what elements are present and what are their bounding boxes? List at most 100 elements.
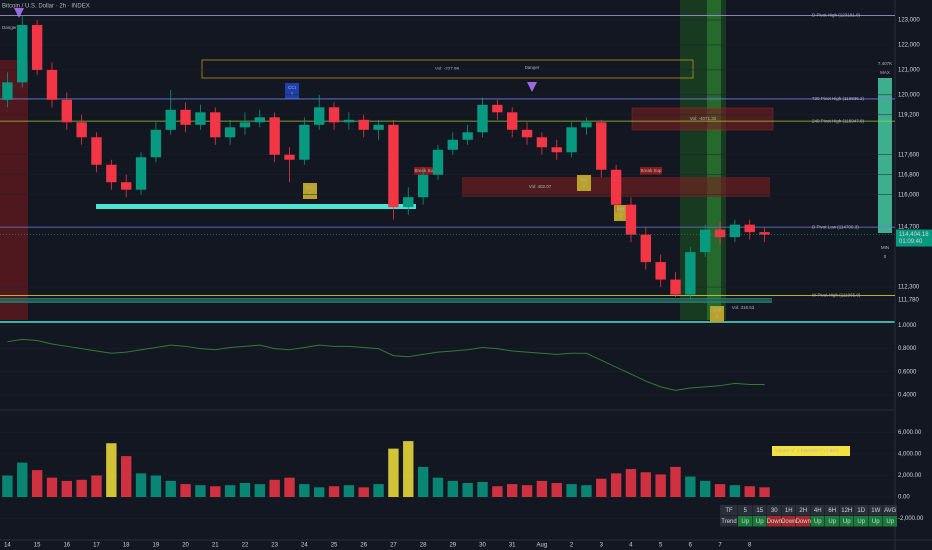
meter-label: 0 <box>884 254 887 259</box>
candle-body <box>625 204 637 235</box>
candle-body <box>269 117 280 155</box>
table-text: 6H <box>828 508 836 514</box>
table-cell <box>752 505 767 516</box>
candle-body <box>61 99 73 123</box>
table-cell <box>868 516 883 527</box>
table-text: 1H <box>785 508 793 514</box>
x-tick-label: 19 <box>153 543 160 549</box>
table-cell <box>810 505 825 516</box>
volume-bar <box>536 480 548 497</box>
table-cell <box>738 516 752 527</box>
candle-body <box>536 137 548 148</box>
last-price-tag <box>896 229 932 247</box>
volume-bar <box>195 485 206 497</box>
x-tick-label: 30 <box>479 543 486 549</box>
candle-body <box>76 122 87 138</box>
pivot-label: D Pivot High (123181.0) <box>812 13 861 18</box>
candle-body <box>759 232 770 235</box>
support-band <box>96 204 416 209</box>
table-cell <box>810 516 825 527</box>
table-cell <box>854 516 868 527</box>
table-text: TF <box>725 508 733 514</box>
volume-bar <box>2 475 13 497</box>
candle-body <box>150 129 162 158</box>
volume-bar <box>210 486 221 497</box>
candle-body <box>120 182 132 190</box>
att-label: ATT 1 <box>713 308 721 319</box>
table-cell <box>825 516 839 527</box>
danger-icon <box>527 82 537 92</box>
volume-bar <box>76 479 87 497</box>
table-cell <box>767 505 781 516</box>
candle-body <box>106 164 117 183</box>
volume-bar <box>403 441 414 497</box>
table-cell <box>883 505 897 516</box>
y-tick-label: 0.8000 <box>898 346 917 352</box>
table-text: Up <box>872 519 880 525</box>
volume-bar <box>150 475 162 497</box>
volume-bar <box>670 466 681 497</box>
volume-bar <box>744 486 755 497</box>
x-tick-label: 2 <box>570 543 574 549</box>
table-cell <box>767 516 781 527</box>
range-meter <box>878 78 892 233</box>
volume-bar <box>729 485 741 497</box>
candle-body <box>373 124 384 130</box>
candle-body <box>210 112 221 138</box>
break-badge <box>640 167 662 175</box>
volume-bar <box>462 483 473 497</box>
x-tick-label: 7 <box>718 543 722 549</box>
candle-body <box>640 234 652 263</box>
y-tick-label: 0.00 <box>898 495 910 501</box>
table-text: Up <box>814 519 822 525</box>
break-badge <box>414 167 436 175</box>
cci-badge <box>577 175 591 191</box>
countdown-label: 01:09:40 <box>899 239 923 245</box>
volume-bar <box>492 486 503 497</box>
volume-bar <box>625 469 637 497</box>
table-cell <box>868 505 883 516</box>
y-tick-label: 0.6000 <box>898 369 917 375</box>
att-badge <box>614 205 628 221</box>
volume-bar <box>610 473 622 497</box>
table-cell <box>738 505 752 516</box>
candle-body <box>714 229 726 238</box>
x-tick-label: 8 <box>748 543 752 549</box>
table-cell <box>825 505 839 516</box>
meter-label: MIN <box>881 245 889 250</box>
y-tick-label: 4,000.00 <box>898 452 922 458</box>
x-tick-label: 6 <box>689 543 693 549</box>
candle-body <box>180 109 191 125</box>
table-text: 30 <box>771 508 778 514</box>
x-tick-label: 4 <box>629 543 633 549</box>
volume-bar <box>239 483 251 497</box>
volume-bar <box>373 484 384 497</box>
cci-label: CCI 1 <box>288 85 296 96</box>
table-text: Up <box>843 519 851 525</box>
volume-bar <box>759 487 770 497</box>
table-text: 2H <box>799 508 807 514</box>
x-tick-label: 31 <box>509 543 516 549</box>
cci-label: CCI 1 <box>580 177 588 188</box>
table-text: Down <box>781 519 796 525</box>
table-cell <box>854 505 868 516</box>
table-cell <box>796 516 810 527</box>
danger-icon <box>14 8 24 18</box>
signal-label: Danger <box>525 65 540 70</box>
candle-body <box>417 174 429 198</box>
x-tick-label: 27 <box>390 543 397 549</box>
candle-body <box>328 107 340 123</box>
volume-bar <box>313 487 325 497</box>
volume-bar <box>284 477 295 497</box>
candle-body <box>521 129 533 138</box>
x-tick-label: 22 <box>242 543 249 549</box>
x-tick-label: 28 <box>420 543 427 549</box>
candle-body <box>135 157 147 190</box>
y-tick-label: 120,000 <box>898 92 920 98</box>
candle-body <box>403 197 414 208</box>
pivot-label: D Pivot Low (114700.3) <box>812 224 859 229</box>
signal-zone <box>0 60 28 320</box>
pivot-label: 240 Pivot High (118947.8) <box>812 118 864 123</box>
